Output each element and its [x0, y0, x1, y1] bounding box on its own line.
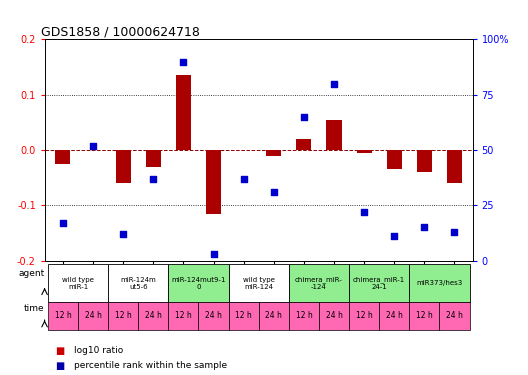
Bar: [349, 264, 409, 302]
Bar: [176, 75, 191, 150]
Point: [420, 224, 429, 230]
Text: 12 h: 12 h: [296, 311, 312, 320]
Bar: [326, 120, 342, 150]
Bar: [289, 264, 349, 302]
Point: [330, 81, 338, 87]
Text: 24 h: 24 h: [266, 311, 282, 320]
Point: [360, 209, 369, 215]
Bar: [379, 302, 409, 330]
Bar: [409, 264, 469, 302]
Text: 24 h: 24 h: [145, 311, 162, 320]
Point: [209, 251, 218, 257]
Bar: [266, 150, 281, 156]
Text: 12 h: 12 h: [115, 311, 131, 320]
Bar: [259, 302, 289, 330]
Text: 24 h: 24 h: [446, 311, 463, 320]
Text: wild type
miR-124: wild type miR-124: [243, 277, 275, 290]
Bar: [417, 150, 432, 172]
Bar: [168, 264, 229, 302]
Bar: [116, 150, 131, 183]
Bar: [206, 150, 221, 214]
Text: ■: ■: [55, 361, 65, 370]
Point: [89, 142, 97, 148]
Text: GDS1858 / 10000624718: GDS1858 / 10000624718: [41, 25, 200, 38]
Bar: [319, 302, 349, 330]
Point: [300, 114, 308, 120]
Text: 12 h: 12 h: [235, 311, 252, 320]
Text: 12 h: 12 h: [356, 311, 373, 320]
Point: [149, 176, 157, 182]
Bar: [146, 150, 161, 166]
Point: [270, 189, 278, 195]
Text: wild type
miR-1: wild type miR-1: [62, 277, 94, 290]
Bar: [409, 302, 439, 330]
Bar: [229, 302, 259, 330]
Text: miR-124mut9-1
0: miR-124mut9-1 0: [171, 277, 226, 290]
Point: [119, 231, 127, 237]
Text: log10 ratio: log10 ratio: [74, 346, 123, 355]
Point: [59, 220, 67, 226]
Text: 12 h: 12 h: [175, 311, 192, 320]
Bar: [349, 302, 379, 330]
Bar: [386, 150, 402, 170]
Bar: [55, 150, 70, 164]
Text: percentile rank within the sample: percentile rank within the sample: [74, 361, 227, 370]
Bar: [289, 302, 319, 330]
Text: agent: agent: [18, 269, 44, 278]
Bar: [199, 302, 229, 330]
Bar: [48, 302, 78, 330]
Bar: [356, 150, 372, 153]
Bar: [78, 302, 108, 330]
Bar: [168, 302, 199, 330]
Text: 24 h: 24 h: [205, 311, 222, 320]
Text: 12 h: 12 h: [416, 311, 433, 320]
Text: chimera_miR-
-124: chimera_miR- -124: [295, 276, 343, 290]
Point: [450, 229, 459, 235]
Text: 12 h: 12 h: [54, 311, 71, 320]
Text: 24 h: 24 h: [386, 311, 403, 320]
Bar: [296, 139, 312, 150]
Point: [239, 176, 248, 182]
Bar: [439, 302, 469, 330]
Bar: [108, 302, 138, 330]
Text: time: time: [24, 304, 44, 313]
Text: 24 h: 24 h: [326, 311, 343, 320]
Text: ■: ■: [55, 346, 65, 355]
Text: miR-124m
ut5-6: miR-124m ut5-6: [120, 277, 156, 290]
Bar: [138, 302, 168, 330]
Point: [179, 58, 187, 64]
Bar: [229, 264, 289, 302]
Text: chimera_miR-1
24-1: chimera_miR-1 24-1: [353, 276, 406, 290]
Text: miR373/hes3: miR373/hes3: [416, 280, 463, 286]
Point: [390, 233, 399, 239]
Bar: [108, 264, 168, 302]
Text: 24 h: 24 h: [84, 311, 101, 320]
Bar: [447, 150, 462, 183]
Bar: [48, 264, 108, 302]
